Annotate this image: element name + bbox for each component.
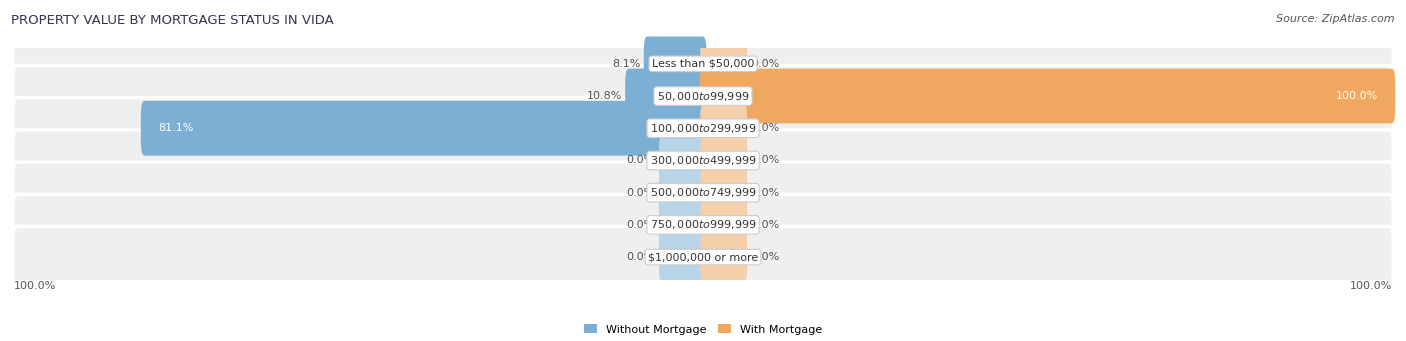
Text: 0.0%: 0.0% <box>627 220 655 230</box>
Text: 81.1%: 81.1% <box>157 123 194 133</box>
Text: 0.0%: 0.0% <box>751 155 779 165</box>
Text: $300,000 to $499,999: $300,000 to $499,999 <box>650 154 756 167</box>
FancyBboxPatch shape <box>13 226 1393 288</box>
Text: 100.0%: 100.0% <box>14 281 56 291</box>
FancyBboxPatch shape <box>141 101 706 155</box>
Text: 8.1%: 8.1% <box>612 59 640 69</box>
FancyBboxPatch shape <box>13 33 1393 94</box>
Text: 0.0%: 0.0% <box>627 252 655 262</box>
FancyBboxPatch shape <box>659 136 706 184</box>
FancyBboxPatch shape <box>626 69 706 123</box>
FancyBboxPatch shape <box>13 194 1393 255</box>
Text: 0.0%: 0.0% <box>751 123 779 133</box>
FancyBboxPatch shape <box>13 65 1393 127</box>
Text: 0.0%: 0.0% <box>751 59 779 69</box>
Text: $1,000,000 or more: $1,000,000 or more <box>648 252 758 262</box>
Text: $100,000 to $299,999: $100,000 to $299,999 <box>650 122 756 135</box>
FancyBboxPatch shape <box>659 168 706 217</box>
FancyBboxPatch shape <box>13 130 1393 191</box>
FancyBboxPatch shape <box>659 233 706 281</box>
FancyBboxPatch shape <box>700 69 1395 123</box>
Text: 0.0%: 0.0% <box>751 220 779 230</box>
FancyBboxPatch shape <box>700 168 747 217</box>
Legend: Without Mortgage, With Mortgage: Without Mortgage, With Mortgage <box>579 320 827 339</box>
Text: 0.0%: 0.0% <box>751 252 779 262</box>
Text: 0.0%: 0.0% <box>627 188 655 198</box>
FancyBboxPatch shape <box>700 136 747 184</box>
FancyBboxPatch shape <box>13 98 1393 159</box>
FancyBboxPatch shape <box>13 162 1393 223</box>
Text: 100.0%: 100.0% <box>1350 281 1392 291</box>
Text: PROPERTY VALUE BY MORTGAGE STATUS IN VIDA: PROPERTY VALUE BY MORTGAGE STATUS IN VID… <box>11 14 335 27</box>
Text: Source: ZipAtlas.com: Source: ZipAtlas.com <box>1277 14 1395 24</box>
Text: 10.8%: 10.8% <box>586 91 621 101</box>
Text: 0.0%: 0.0% <box>627 155 655 165</box>
FancyBboxPatch shape <box>659 201 706 249</box>
FancyBboxPatch shape <box>644 36 706 91</box>
FancyBboxPatch shape <box>700 104 747 152</box>
Text: Less than $50,000: Less than $50,000 <box>652 59 754 69</box>
FancyBboxPatch shape <box>700 233 747 281</box>
Text: $500,000 to $749,999: $500,000 to $749,999 <box>650 186 756 199</box>
Text: $750,000 to $999,999: $750,000 to $999,999 <box>650 218 756 232</box>
Text: $50,000 to $99,999: $50,000 to $99,999 <box>657 90 749 103</box>
FancyBboxPatch shape <box>700 40 747 88</box>
Text: 0.0%: 0.0% <box>751 188 779 198</box>
FancyBboxPatch shape <box>700 201 747 249</box>
Text: 100.0%: 100.0% <box>1336 91 1378 101</box>
